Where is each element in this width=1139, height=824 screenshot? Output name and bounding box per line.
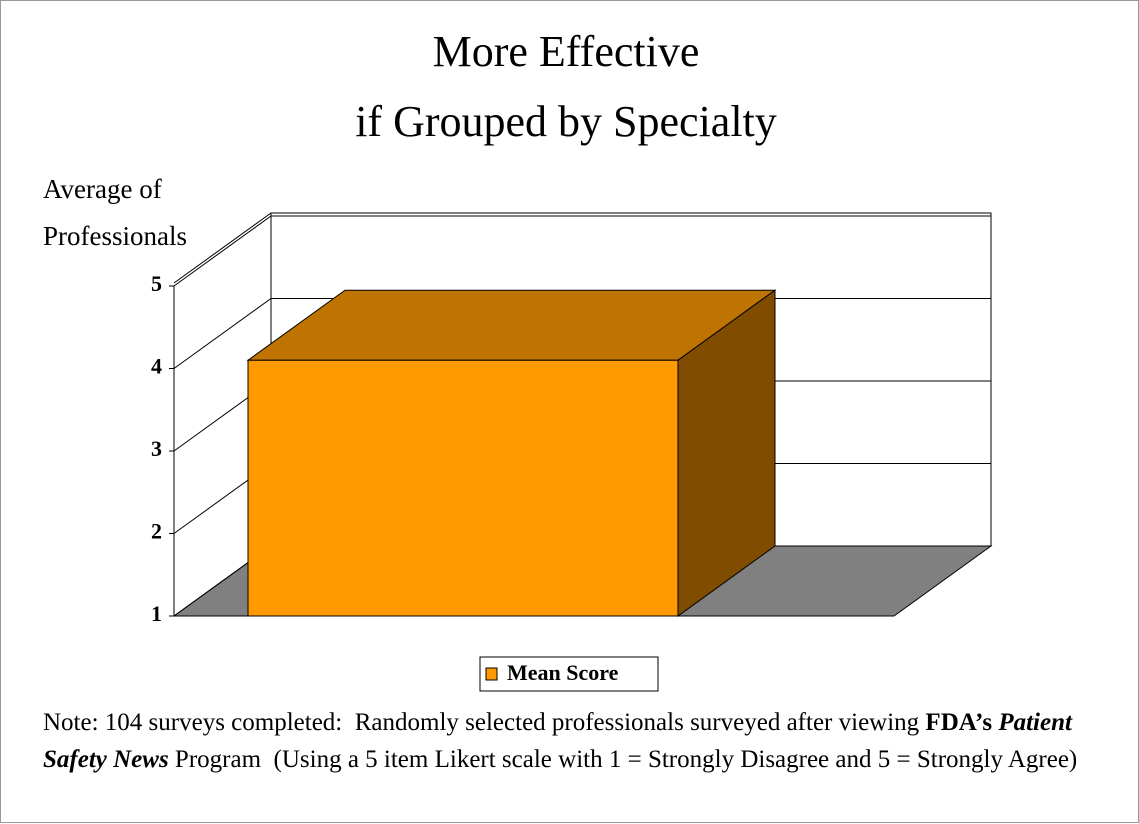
chart-title: More Effective [433, 27, 700, 76]
chart-title: if Grouped by Specialty [355, 97, 777, 146]
bar [247, 359, 679, 617]
note-text: Note: 104 surveys completed: Randomly se… [43, 709, 926, 736]
legend-label: Mean Score [507, 660, 619, 685]
y-tick-label: 1 [151, 601, 162, 626]
legend-box [479, 656, 659, 692]
note-text: Patient Safety News [43, 709, 1079, 773]
note: Note: 104 surveys completed: Randomly se… [43, 704, 1123, 778]
y-tick-label: 3 [151, 436, 162, 461]
y-axis-label: Professionals [43, 221, 187, 251]
y-axis-label: Average of [43, 174, 162, 204]
y-tick-label: 5 [151, 271, 162, 296]
y-tick-label: 2 [151, 519, 162, 544]
y-tick-label: 4 [151, 354, 162, 379]
axis-line [173, 212, 272, 284]
note-text: Program (Using a 5 item Likert scale wit… [168, 746, 1078, 773]
grid-line [173, 298, 272, 369]
grid-line [173, 215, 272, 287]
note-text: FDA’s [925, 709, 999, 736]
legend-swatch [485, 667, 498, 681]
